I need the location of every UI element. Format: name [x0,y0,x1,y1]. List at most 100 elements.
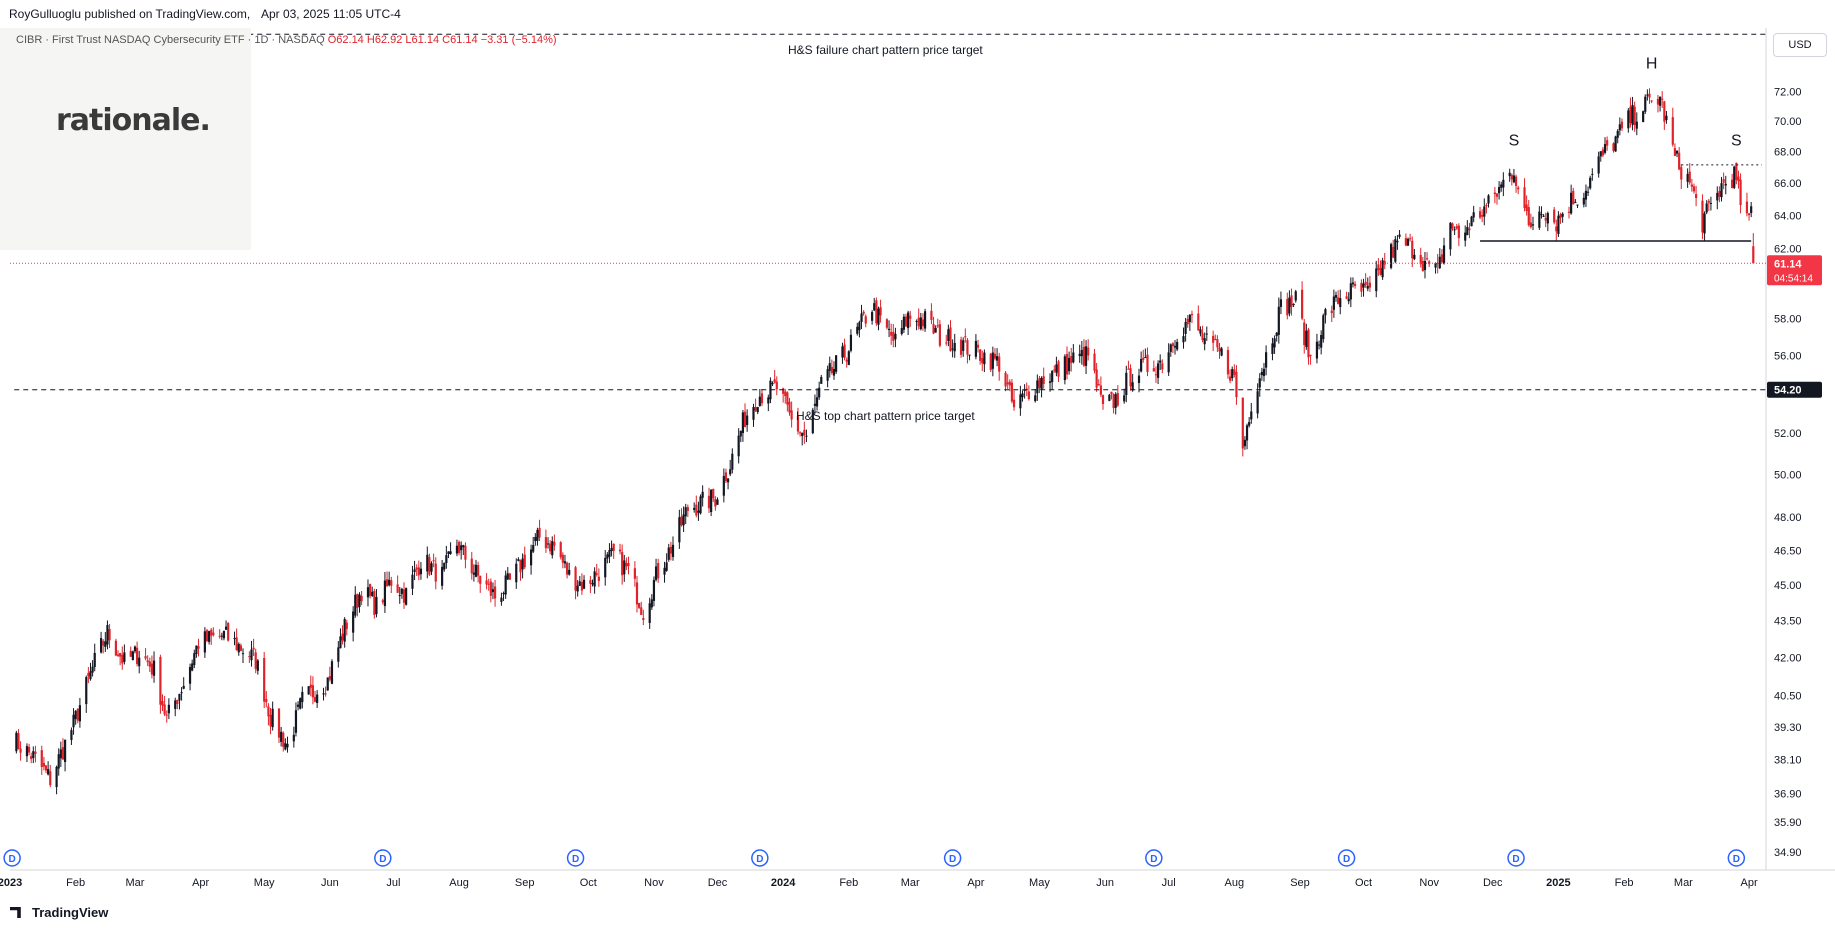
candle-body [426,554,429,572]
y-tick-label: 40.50 [1774,691,1802,703]
candle-body [1048,381,1052,383]
candle-body [1137,375,1141,384]
candle-body [1097,383,1100,386]
dividend-marker-letter: D [379,854,386,865]
candle-body [1110,391,1113,395]
candle-body [1288,297,1291,314]
candle-body [1241,397,1244,449]
candle-body [256,660,259,671]
candle-body [1747,213,1751,216]
candle-body [1065,354,1069,375]
x-tick-label: Apr [1740,877,1757,889]
candle-body [979,349,982,361]
candle-body [843,344,846,358]
candle-body [210,629,213,636]
candle-body [400,588,403,595]
candle-body [1735,162,1738,180]
candle-body [923,311,927,329]
candle-body [805,435,808,437]
candle-body [1364,281,1367,286]
candle-body [760,393,764,404]
candle-body [55,766,58,788]
candle-body [574,567,577,591]
candle-body [1542,215,1545,217]
candle-body [25,746,29,757]
candle-body [1722,179,1725,183]
x-tick-label: Oct [1355,877,1372,889]
candle-body [1095,369,1098,388]
candle-body [373,591,376,615]
candle-body [381,600,384,603]
y-tick-label: 72.00 [1774,87,1802,99]
candle-body [667,547,670,560]
candle-body [953,342,956,352]
candle-body [1038,378,1041,388]
candle-body [337,647,340,662]
candle-body [135,647,139,665]
candle-body [1468,228,1471,231]
candle-body [1201,333,1204,340]
candle-body [993,353,997,359]
candle-body [441,566,444,586]
candle-body [208,631,211,642]
candle-body [707,495,711,509]
candle-body [595,573,598,575]
candle-body [907,312,910,329]
candle-body [74,711,77,719]
candle-body [716,499,719,505]
candle-body [159,656,162,705]
candle-body [195,645,198,655]
candle-body [1688,171,1691,183]
dividend-marker-letter: D [1343,854,1350,865]
candle-body [546,543,550,545]
candle-body [301,691,304,703]
y-tick-label: 39.30 [1774,722,1802,734]
candle-body [532,545,535,552]
candle-body [1394,239,1397,262]
candle-body [19,748,22,753]
candle-body [188,667,192,684]
candle-body [1561,213,1564,217]
candle-body [612,543,615,551]
candle-body [167,704,170,714]
candle-body [565,562,569,575]
candle-body [252,647,255,650]
candle-body [796,416,800,432]
y-tick-label: 50.00 [1774,469,1802,481]
y-tick-label: 58.00 [1774,314,1802,326]
candle-body [1127,368,1130,370]
candle-body [1036,380,1039,394]
candle-body [1584,190,1588,200]
candle-body [1315,341,1319,359]
candle-body [1099,385,1102,395]
candle-body [820,377,823,384]
candle-body [1709,202,1713,204]
candle-body [1478,211,1482,218]
candle-body [345,622,348,630]
candle-body [1612,143,1615,151]
x-tick-label: 2024 [771,877,796,889]
candle-body [1559,214,1562,218]
candle-body [1648,93,1651,98]
candle-body [1434,263,1437,268]
candle-body [1591,173,1594,175]
candle-body [608,550,611,557]
candle-body [737,435,740,457]
candle-body [773,379,776,383]
symbol-title: CIBR · First Trust NASDAQ Cybersecurity … [16,34,325,46]
symbol-legend[interactable]: CIBR · First Trust NASDAQ Cybersecurity … [16,34,557,46]
candle-body [27,746,31,753]
candle-body [178,693,181,701]
candle-body [767,397,770,404]
candle-body [515,563,518,583]
tradingview-logo[interactable]: TradingView [10,905,108,920]
candle-body [1572,190,1575,205]
candle-body [1307,329,1310,358]
candle-body [354,594,357,616]
candle-body [500,597,503,602]
candle-body [1451,223,1454,229]
currency-selector[interactable]: USD [1773,33,1827,57]
dividend-marker-letter: D [572,854,579,865]
y-tick-label: 62.00 [1774,244,1802,256]
